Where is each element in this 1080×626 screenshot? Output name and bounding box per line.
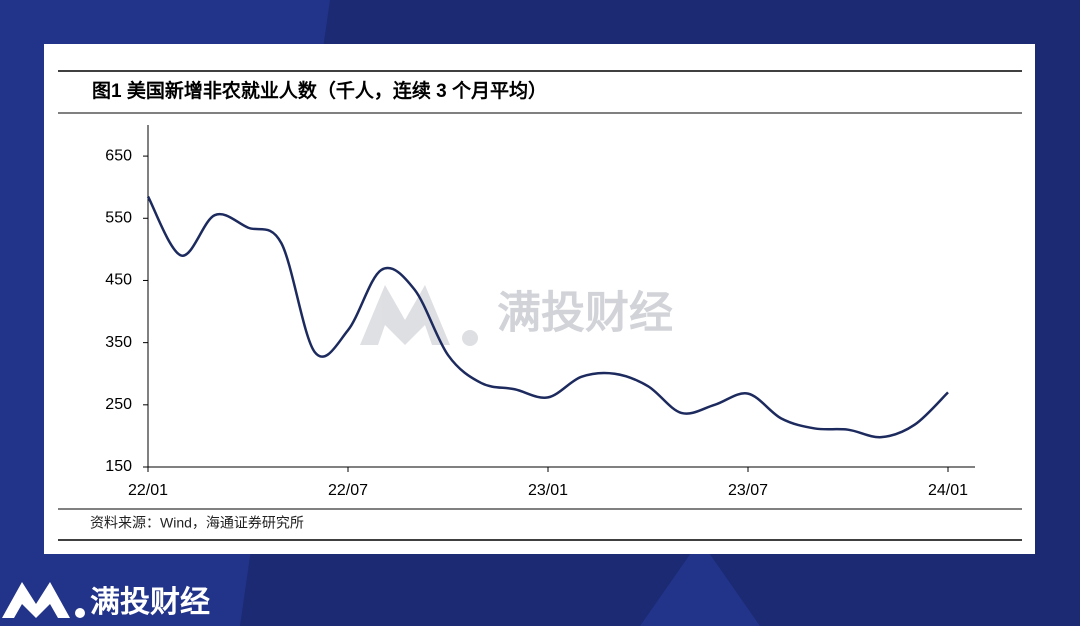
x-tick-label: 23/01 (528, 482, 568, 499)
y-tick-label: 350 (105, 334, 132, 351)
logo-text: 满投财经 (90, 585, 210, 619)
y-tick-label: 450 (105, 272, 132, 289)
y-tick-label: 550 (105, 209, 132, 226)
x-tick-label: 22/01 (128, 482, 168, 499)
line (146, 195, 949, 439)
bg-shape (640, 540, 760, 626)
logo-icon (2, 582, 70, 618)
logo-icon (75, 608, 85, 618)
y-tick-label: 650 (105, 147, 132, 164)
watermark-logo (360, 285, 478, 346)
watermark-icon (462, 330, 478, 346)
chart-title: 图1 美国新增非农就业人数（千人，连续 3 个月平均） (92, 79, 547, 102)
source: 资料来源：Wind，海通证券研究所 (90, 515, 304, 531)
x-tick-label: 23/07 (728, 482, 768, 499)
y-tick-label: 150 (105, 458, 132, 475)
x-tick-label: 22/07 (328, 482, 368, 499)
watermark: 满投财经 (497, 289, 673, 338)
card (44, 44, 1035, 554)
watermark-icon (360, 285, 450, 345)
y-tick-label: 250 (105, 396, 132, 413)
x-tick-label: 24/01 (928, 482, 968, 499)
